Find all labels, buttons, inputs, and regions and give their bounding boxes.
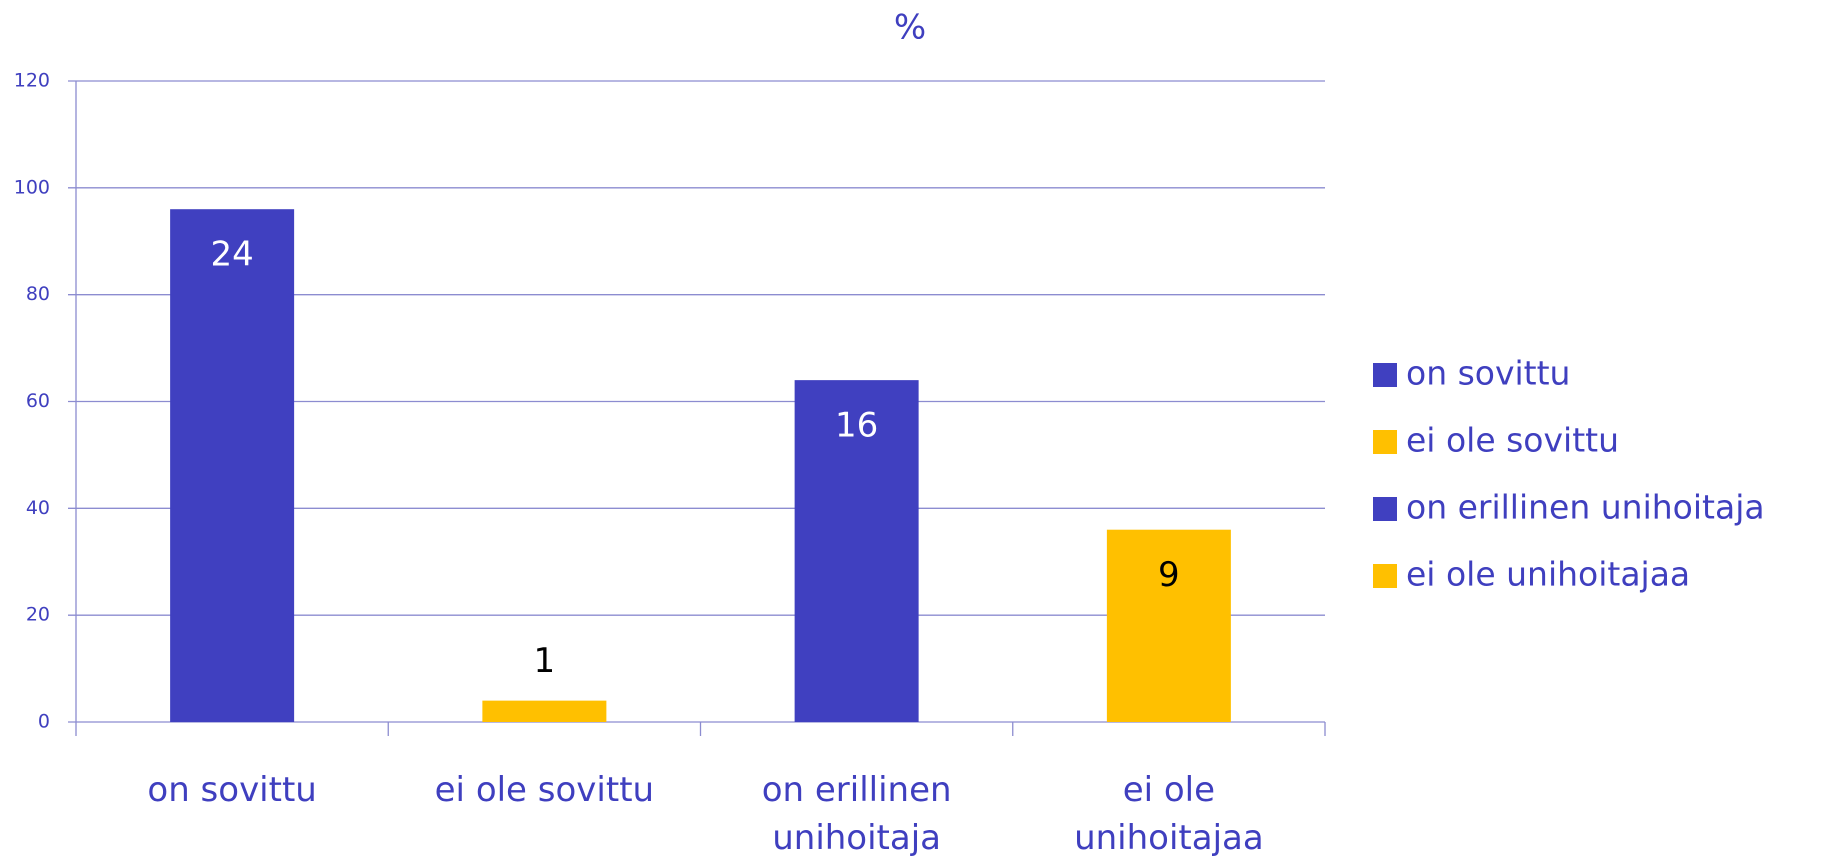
data-label: 24 — [210, 235, 253, 275]
legend-swatch — [1373, 430, 1397, 454]
bar — [794, 380, 919, 722]
y-tick-label: 20 — [26, 604, 50, 626]
y-tick-label: 60 — [26, 390, 50, 412]
bar — [482, 700, 607, 722]
y-tick-label: 120 — [14, 70, 50, 92]
data-label: 16 — [835, 406, 878, 446]
data-label: 1 — [534, 641, 556, 681]
y-tick-label: 40 — [26, 497, 50, 519]
y-tick-label: 100 — [14, 176, 50, 198]
legend-swatch — [1373, 363, 1397, 387]
x-tick-label: on erillinen unihoitaja — [762, 770, 952, 858]
chart-title: % — [894, 8, 926, 48]
legend-label: ei ole unihoitajaa — [1406, 555, 1690, 594]
x-tick-label: ei ole unihoitajaa — [1074, 770, 1264, 858]
bar — [1106, 529, 1231, 722]
y-tick-label: 0 — [38, 711, 50, 733]
y-tick-label: 80 — [26, 283, 50, 305]
legend-swatch — [1373, 497, 1397, 521]
legend-swatch — [1373, 564, 1397, 588]
legend-label: on sovittu — [1406, 354, 1570, 393]
bar — [170, 209, 295, 722]
x-tick-label: on sovittu — [147, 770, 316, 810]
x-tick-label: ei ole sovittu — [435, 770, 654, 810]
legend-label: ei ole sovittu — [1406, 421, 1619, 460]
data-label: 9 — [1158, 555, 1180, 595]
legend-label: on erillinen unihoitaja — [1406, 488, 1765, 527]
